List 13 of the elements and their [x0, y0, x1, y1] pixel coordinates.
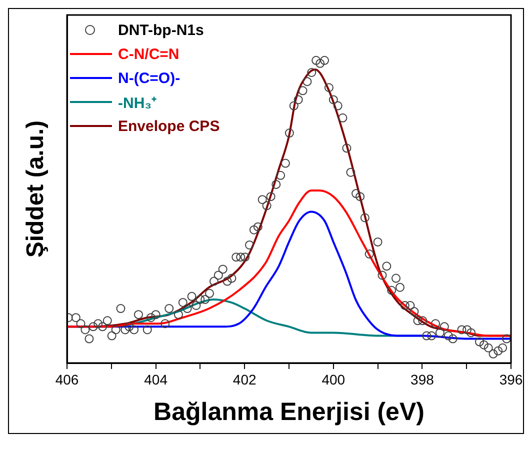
x-tick-label: 400 [322, 371, 346, 388]
legend-label: C-N/C=N [118, 46, 180, 62]
legend-label: N-(C=O)- [118, 70, 180, 86]
x-tick-label: 396 [499, 371, 523, 388]
legend-label: DNT-bp-N1s [118, 22, 204, 38]
x-tick-label: 402 [232, 371, 256, 388]
x-tick-label: 404 [144, 371, 168, 388]
y-axis-title: Şiddet (a.u.) [22, 120, 50, 258]
legend-label: -NH₃⁺ [118, 94, 157, 112]
x-tick-label: 398 [410, 371, 434, 388]
legend-label: Envelope CPS [118, 118, 220, 134]
x-axis-title: Bağlanma Enerjisi (eV) [154, 398, 424, 426]
x-tick-label: 406 [55, 371, 79, 388]
